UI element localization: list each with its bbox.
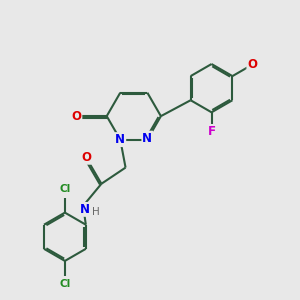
Text: O: O	[71, 110, 81, 123]
Text: O: O	[247, 58, 257, 71]
Text: Cl: Cl	[59, 184, 70, 194]
Text: N: N	[115, 133, 125, 146]
Text: N: N	[80, 203, 90, 216]
Text: F: F	[208, 125, 215, 138]
Text: N: N	[142, 132, 152, 145]
Text: H: H	[92, 207, 99, 217]
Text: O: O	[81, 151, 91, 164]
Text: Cl: Cl	[59, 280, 70, 290]
